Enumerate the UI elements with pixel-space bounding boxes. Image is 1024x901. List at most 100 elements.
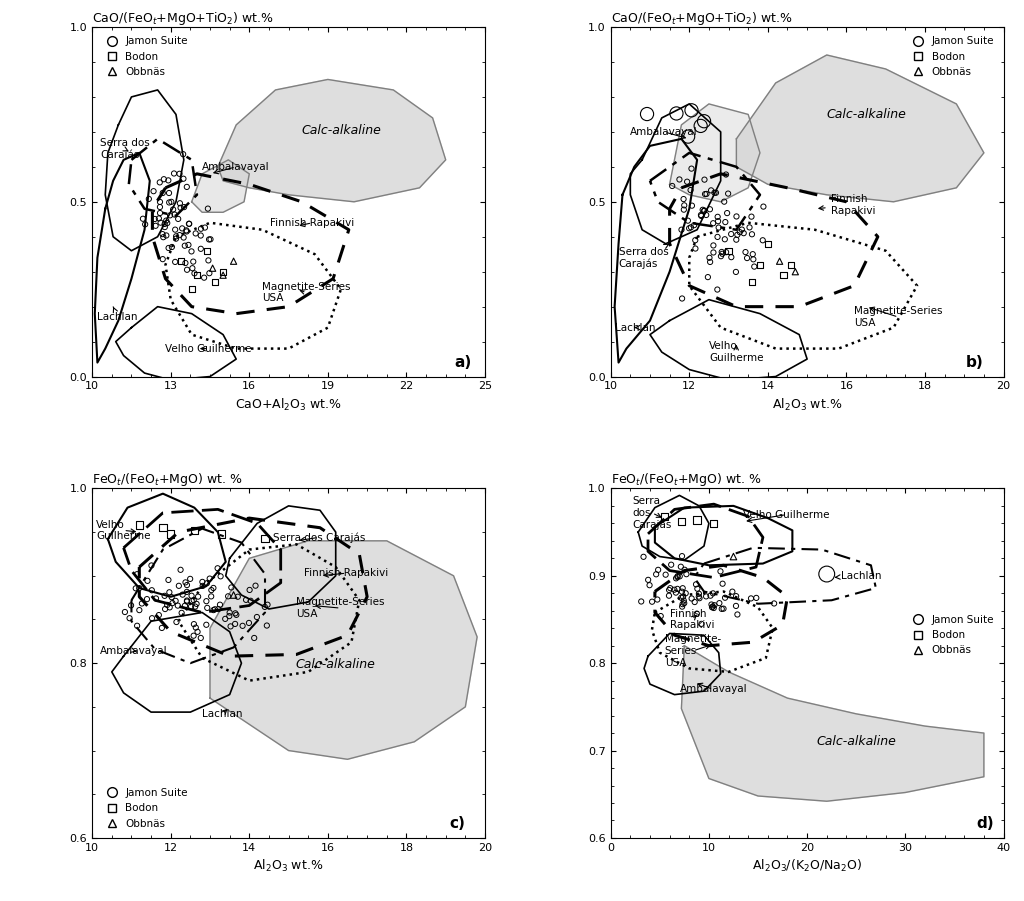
Point [698,589,715,604]
Point [716,602,732,616]
Point [717,214,733,229]
Point [676,596,692,610]
Point [246,631,262,645]
Point [166,167,182,181]
Point [712,596,728,610]
Point [234,619,251,633]
Text: Finnish
Rapakivi: Finnish Rapakivi [670,609,714,631]
Point [243,594,259,608]
Point [151,211,167,225]
Point [648,567,665,581]
Point [160,173,176,187]
Point [783,258,800,272]
Text: Lachlan: Lachlan [97,307,138,323]
Point [755,233,771,248]
Point [160,573,176,587]
Point [171,167,187,181]
Point [742,591,759,605]
Point [688,606,705,621]
Point [766,596,782,611]
Text: a): a) [455,355,472,369]
Point [694,203,711,217]
Point [673,560,689,574]
Point [173,605,189,620]
Point [710,214,726,228]
Point [687,233,703,248]
Point [186,523,203,538]
Point [152,200,168,214]
Point [657,568,674,582]
Point [749,591,765,605]
Point [187,621,204,635]
Point [660,583,677,597]
Point [671,172,687,187]
Point [186,266,203,280]
Point [676,198,692,213]
Point [743,209,760,223]
Point [174,221,190,235]
Point [164,596,180,610]
Text: Serra dos
Carajás: Serra dos Carajás [100,138,150,160]
Point [703,597,720,612]
Point [241,615,257,630]
Point [728,589,744,604]
Point [724,585,740,599]
Point [719,205,735,220]
Point [714,247,730,261]
Point [143,611,160,625]
Point [735,226,752,241]
Point [168,232,184,246]
Point [745,252,762,267]
Point [644,595,660,609]
Point [693,209,710,223]
Point [131,581,147,596]
Point [201,232,217,247]
Point [668,586,684,600]
Point [205,603,221,617]
Point [217,612,233,626]
Point [703,600,720,614]
Point [145,184,162,198]
X-axis label: Al$_2$O$_3$/(K$_2$O/Na$_2$O): Al$_2$O$_3$/(K$_2$O/Na$_2$O) [752,859,862,875]
Point [175,171,191,186]
Point [180,238,197,252]
Point [157,217,173,232]
Point [718,245,734,259]
Point [153,215,169,230]
Point [170,212,186,226]
Point [158,228,174,242]
Point [179,585,196,599]
Point [193,228,209,242]
Text: CaO/(FeO$_t$+MgO+TiO$_2$) wt.%: CaO/(FeO$_t$+MgO+TiO$_2$) wt.% [92,10,273,27]
Text: Calc-alkaline: Calc-alkaline [826,108,906,121]
Text: CaO/(FeO$_t$+MgO+TiO$_2$) wt.%: CaO/(FeO$_t$+MgO+TiO$_2$) wt.% [610,10,793,27]
Text: Calc-alkaline: Calc-alkaline [301,123,381,137]
Point [693,616,710,631]
Point [177,256,194,270]
Point [163,195,179,209]
Point [674,585,690,599]
Point [152,195,168,209]
Point [674,549,690,563]
Point [756,199,772,214]
Point [699,270,716,285]
Point [710,210,726,224]
Text: Ambalavayal: Ambalavayal [100,646,168,656]
Point [702,183,719,197]
Point [787,265,804,279]
Point [713,564,729,578]
Point [741,220,758,234]
Point [171,228,187,242]
Point [164,240,180,254]
Point [158,214,174,228]
Point [177,575,194,589]
Point [698,187,715,201]
Point [151,608,167,623]
Point [178,179,195,194]
Point [714,602,730,616]
Point [743,275,760,289]
Text: FeO$_t$/(FeO$_t$+MgO) wt. %: FeO$_t$/(FeO$_t$+MgO) wt. % [610,471,761,488]
Point [669,106,685,121]
Point [202,571,218,586]
Point [129,619,145,633]
